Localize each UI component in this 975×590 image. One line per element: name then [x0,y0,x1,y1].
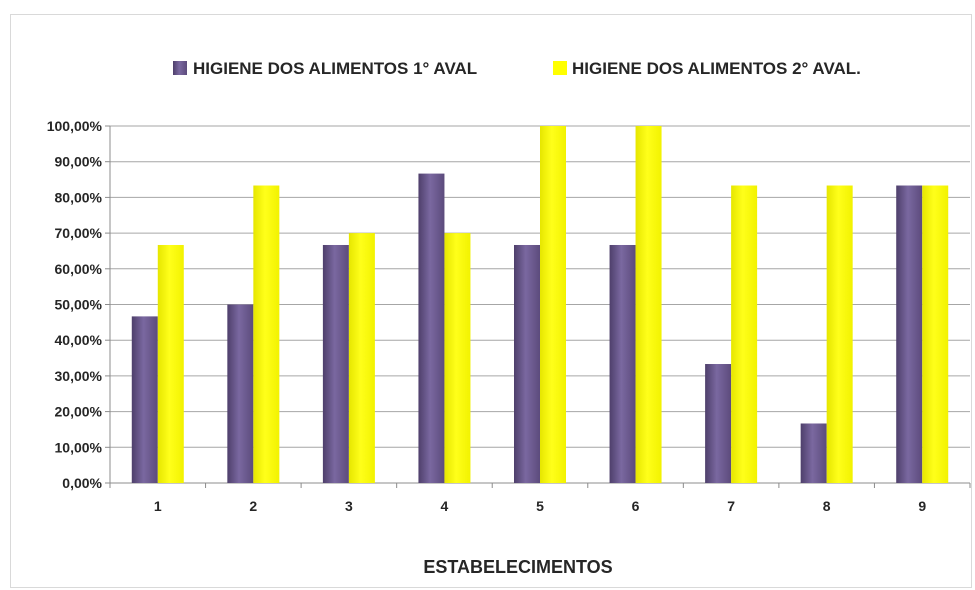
x-axis-ticks: 1 2 3 4 5 6 7 8 9 [109,483,971,514]
x-tick-label: 1 [154,498,162,514]
bar-series-2-6 [635,126,662,483]
y-axis-ticks: 0,00% 10,00% 20,00% 30,00% 40,00% 50,00% 60,00… [47,118,110,491]
legend-label-series-2: HIGIENE DOS ALIMENTOS 2° AVAL. [572,59,861,78]
bar-series-1-3 [322,244,349,483]
x-tick-label: 8 [823,498,831,514]
x-tick-label: 9 [918,498,926,514]
x-tick-label: 6 [632,498,640,514]
bar-series-1-1 [131,316,158,483]
bar-series-2-1 [157,244,184,483]
y-tick-label: 40,00% [55,332,103,348]
bar-series-1-4 [418,173,445,483]
y-tick-label: 60,00% [55,261,103,277]
legend-swatch-series-1 [173,61,187,75]
legend-label-series-1: HIGIENE DOS ALIMENTOS 1° AVAL [193,59,477,78]
bar-series-2-2 [253,185,280,483]
bar-series-1-2 [227,304,254,483]
bars [131,126,949,483]
x-tick-label: 5 [536,498,544,514]
bar-series-1-6 [609,244,636,483]
bar-series-1-8 [800,423,827,483]
y-tick-label: 50,00% [55,297,103,313]
x-tick-label: 2 [249,498,257,514]
y-tick-label: 10,00% [55,439,103,455]
bar-series-2-9 [922,185,949,483]
y-tick-label: 0,00% [62,475,102,491]
y-tick-label: 20,00% [55,404,103,420]
x-tick-label: 3 [345,498,353,514]
bar-series-2-8 [826,185,853,483]
bar-series-1-7 [705,364,732,483]
x-tick-label: 4 [441,498,449,514]
bar-series-2-4 [444,233,471,483]
y-tick-label: 30,00% [55,368,103,384]
bar-series-2-7 [731,185,758,483]
bar-series-2-3 [348,233,375,483]
x-axis-title: ESTABELECIMENTOS [423,557,612,577]
legend-swatch-series-2 [553,61,567,75]
y-tick-label: 80,00% [55,189,103,205]
bar-series-1-9 [896,185,923,483]
y-tick-label: 100,00% [47,118,103,134]
y-tick-label: 70,00% [55,225,103,241]
y-tick-label: 90,00% [55,154,103,170]
x-tick-label: 7 [727,498,735,514]
bar-series-1-5 [514,244,540,483]
bar-series-2-5 [540,126,566,483]
legend: HIGIENE DOS ALIMENTOS 1° AVAL HIGIENE DO… [173,59,861,78]
